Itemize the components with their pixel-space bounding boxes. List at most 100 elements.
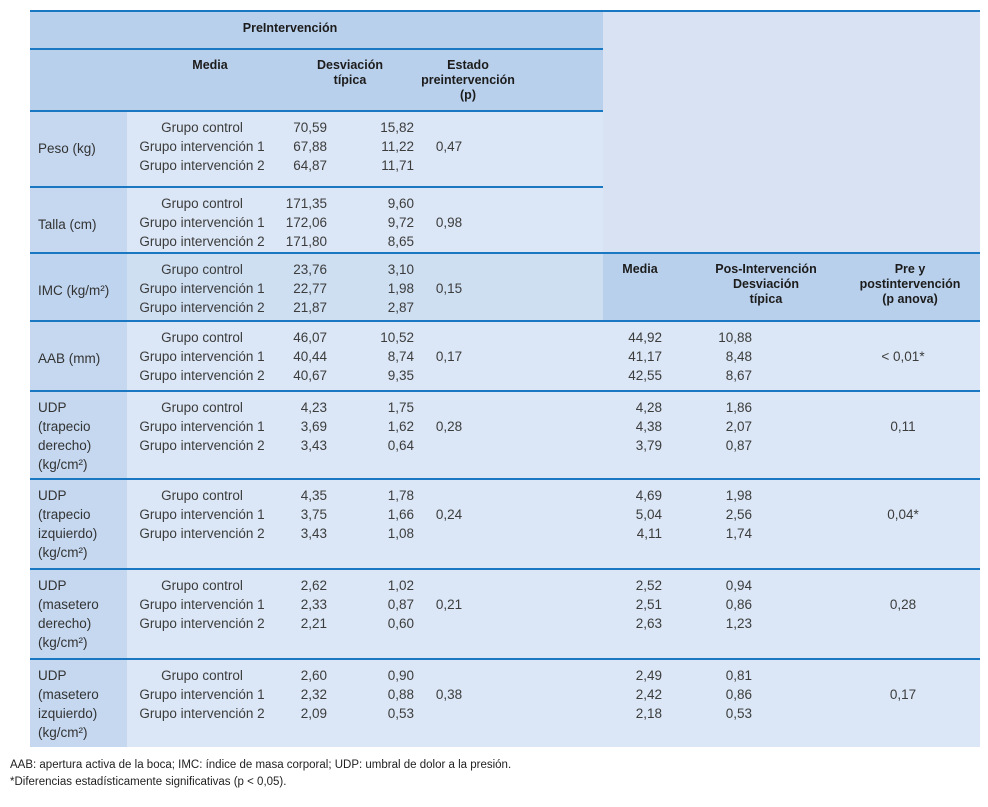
pre-sd-values: 1,02 0,87 0,60	[334, 568, 414, 633]
pre-sd-values-line: 0,90	[387, 668, 414, 683]
post-media-values-line: 2,63	[635, 616, 662, 631]
group-names-line: Grupo control	[161, 330, 243, 345]
pre-media-values-line: 3,43	[300, 526, 327, 541]
row-divider	[30, 568, 980, 570]
post-sd-values-line: 8,48	[725, 349, 752, 364]
pre-sd-values-line: 1,66	[387, 507, 414, 522]
pre-sd-values-line: 11,71	[381, 158, 414, 173]
group-names-line: Grupo intervención 2	[139, 158, 265, 173]
row-divider	[30, 390, 980, 392]
row-divider	[30, 252, 980, 254]
pre-sd-values-line: 9,60	[387, 196, 414, 211]
post-sd-values-line: 1,74	[725, 526, 752, 541]
group-names-line: Grupo intervención 1	[139, 597, 265, 612]
post-sd-values-line: 1,86	[725, 400, 752, 415]
post-col-p-header: Pre y postintervención (p anova)	[859, 262, 961, 306]
row-divider	[30, 110, 603, 112]
pre-sd-values-line: 1,62	[387, 419, 414, 434]
post-media-values-line: 5,04	[635, 507, 662, 522]
group-names-line: Grupo intervención 2	[139, 616, 265, 631]
row-label-bg	[30, 390, 127, 478]
post-p-value: < 0,01*	[881, 349, 925, 364]
row-label-bg	[30, 186, 127, 252]
pre-p-value: 0,28	[435, 419, 463, 434]
pre-media-values-line: 40,67	[293, 368, 327, 383]
row-data-bg	[127, 186, 603, 252]
row-label: UDP (masetero izquierdo) (kg/cm²)	[38, 668, 99, 740]
pre-media-values-line: 67,88	[293, 139, 327, 154]
pre-media-values-line: 46,07	[293, 330, 327, 345]
group-names-line: Grupo intervención 2	[139, 706, 265, 721]
post-media-values-line: 4,28	[635, 400, 662, 415]
group-names: Grupo control Grupo intervención 1 Grupo i…	[117, 186, 287, 251]
pre-sd-values-line: 0,60	[387, 616, 414, 631]
right-panel-bg	[603, 10, 980, 48]
group-names-line: Grupo intervención 2	[139, 300, 265, 315]
row-data-bg	[127, 478, 980, 568]
pre-header-band: PreIntervención	[30, 10, 980, 48]
row-label: Talla (cm)	[38, 217, 97, 232]
post-sd-values: 1,98 2,56 1,74	[672, 478, 752, 543]
pre-sd-values-line: 0,88	[387, 687, 414, 702]
group-names-line: Grupo control	[161, 400, 243, 415]
pre-p-value: 0,98	[435, 215, 463, 230]
post-p-value: 0,04*	[887, 507, 919, 522]
table-row: UDP (trapecio izquierdo) (kg/cm²) Grupo c…	[30, 478, 980, 568]
pre-media-values-line: 23,76	[293, 262, 327, 277]
right-panel-bg	[603, 48, 980, 110]
group-names-line: Grupo intervención 1	[139, 139, 265, 154]
row-divider	[30, 186, 603, 188]
data-table: PreIntervención Media Desviación típica …	[30, 10, 980, 747]
pre-media-values-line: 21,87	[293, 300, 327, 315]
post-media-values-line: 2,51	[635, 597, 662, 612]
pre-sd-values: 1,75 1,62 0,64	[334, 390, 414, 455]
pre-media-values-line: 2,60	[300, 668, 327, 683]
pre-media-values-line: 2,62	[300, 578, 327, 593]
group-names-line: Grupo control	[161, 668, 243, 683]
pre-p-value: 0,38	[435, 687, 463, 702]
pre-sd-values-line: 1,75	[387, 400, 414, 415]
post-media-values-line: 4,69	[635, 488, 662, 503]
right-panel-bg	[603, 186, 980, 252]
pre-p-value: 0,47	[435, 139, 463, 154]
group-names: Grupo control Grupo intervención 1 Grupo i…	[117, 390, 287, 455]
pre-sd-values-line: 9,35	[387, 368, 414, 383]
group-names-line: Grupo control	[161, 488, 243, 503]
post-p-value: 0,28	[889, 597, 917, 612]
table-row: Talla (cm) Grupo control Grupo intervenció…	[30, 186, 980, 252]
pre-sd-values-line: 1,08	[387, 526, 414, 541]
pre-media-values-line: 22,77	[293, 281, 327, 296]
pre-sd-values-line: 10,52	[380, 330, 414, 345]
row-label-bg	[30, 478, 127, 568]
post-sd-values: 1,86 2,07 0,87	[672, 390, 752, 455]
pre-media-values: 4,35 3,75 3,43	[247, 478, 327, 543]
group-names-line: Grupo intervención 2	[139, 368, 265, 383]
pre-header-bg	[30, 10, 603, 48]
group-names-line: Grupo control	[161, 196, 243, 211]
post-sd-values-line: 1,98	[725, 488, 752, 503]
significance-note: *Diferencias estadísticamente significat…	[10, 776, 287, 788]
pre-p-value: 0,15	[435, 281, 463, 296]
row-label-bg	[30, 252, 127, 320]
pre-media-values-line: 2,33	[300, 597, 327, 612]
pre-sd-values: 0,90 0,88 0,53	[334, 658, 414, 723]
pre-media-values-line: 2,21	[300, 616, 327, 631]
row-label-bg	[30, 110, 127, 186]
row-label: AAB (mm)	[38, 351, 101, 366]
pre-media-values: 2,60 2,32 2,09	[247, 658, 327, 723]
post-sd-values-line: 0,87	[725, 438, 752, 453]
pre-media-values: 2,62 2,33 2,21	[247, 568, 327, 633]
post-media-values-line: 44,92	[628, 330, 662, 345]
post-sd-values: 0,81 0,86 0,53	[672, 658, 752, 723]
pre-sd-values: 3,10 1,98 2,87	[334, 252, 414, 317]
pre-sd-values-line: 1,78	[387, 488, 414, 503]
pre-sd-values-line: 2,87	[387, 300, 414, 315]
pre-sd-values-line: 15,82	[380, 120, 414, 135]
group-names-line: Grupo intervención 1	[139, 215, 265, 230]
table-row: AAB (mm) Grupo control Grupo intervención …	[30, 320, 980, 390]
group-names-line: Grupo intervención 1	[139, 349, 265, 364]
pre-media-values: 23,76 22,77 21,87	[247, 252, 327, 317]
table-row: Peso (kg) Grupo control Grupo intervención…	[30, 110, 980, 186]
row-label-bg	[30, 568, 127, 658]
post-sd-values: 0,94 0,86 1,23	[672, 568, 752, 633]
